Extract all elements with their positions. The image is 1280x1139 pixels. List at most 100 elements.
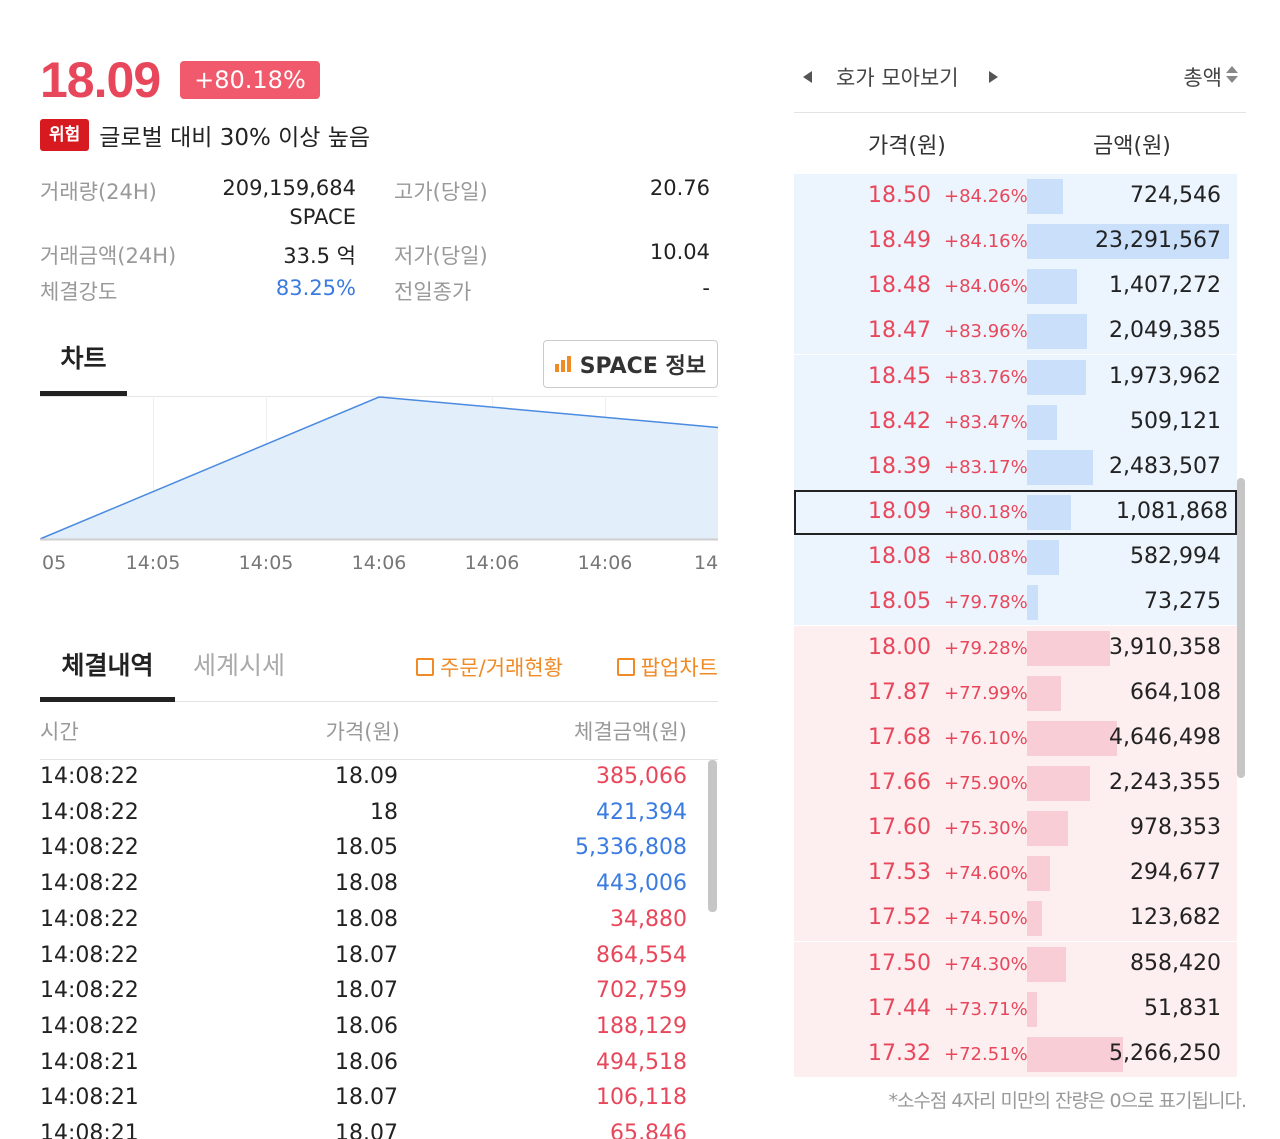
depth-bar xyxy=(1027,946,1066,982)
trade-amount: 864,554 xyxy=(596,942,687,968)
orderbook-change: +73.71% xyxy=(944,998,1028,1020)
tab-world-prices[interactable]: 세계시세 xyxy=(193,651,286,680)
bid-row[interactable]: 17.66 +75.90% 2,243,355 xyxy=(794,760,1237,806)
orderbook-title[interactable]: 호가 모아보기 xyxy=(836,66,959,90)
orderbook-amount: 2,049,385 xyxy=(1109,318,1221,344)
depth-bar xyxy=(1027,404,1057,440)
depth-bar xyxy=(1027,1036,1123,1072)
orderbook-change: +75.30% xyxy=(944,818,1028,840)
caret-right-icon[interactable] xyxy=(989,71,998,83)
chart-price-line xyxy=(40,396,718,540)
chart-area-fill xyxy=(40,397,718,539)
bid-row[interactable]: 17.60 +75.30% 978,353 xyxy=(794,806,1237,852)
sort-total-button[interactable]: 총액 xyxy=(1183,66,1222,90)
bid-row[interactable]: 17.53 +74.60% 294,677 xyxy=(794,851,1237,897)
trade-amount: 443,006 xyxy=(596,871,687,897)
orders-link-label: 주문/거래현황 xyxy=(440,656,563,680)
trade-amount: 702,759 xyxy=(596,978,687,1004)
coin-info-button[interactable]: SPACE 정보 xyxy=(542,340,718,388)
trade-amount: 5,336,808 xyxy=(575,835,687,861)
trade-price: 18.06 xyxy=(335,1049,398,1075)
orderbook-amount: 1,081,868 xyxy=(1116,499,1228,525)
caret-left-icon[interactable] xyxy=(803,71,812,83)
ask-row[interactable]: 18.48 +84.06% 1,407,272 xyxy=(794,264,1237,310)
bid-row[interactable]: 18.00 +79.28% 3,910,358 xyxy=(794,625,1237,671)
trade-price: 18.06 xyxy=(335,1013,398,1039)
orderbook-change: +84.06% xyxy=(944,276,1028,298)
trade-price: 18.08 xyxy=(335,906,398,932)
high-label: 고가(당일) xyxy=(394,180,488,204)
bid-row[interactable]: 17.68 +76.10% 4,646,498 xyxy=(794,715,1237,761)
volume-label: 거래량(24H) xyxy=(40,180,157,204)
trade-price: 18.07 xyxy=(335,978,398,1004)
orderbook-price: 18.05 xyxy=(868,589,931,615)
sort-icon[interactable] xyxy=(1226,66,1238,84)
turnover-value: 33.5 억 xyxy=(283,244,356,268)
trades-scrollbar[interactable] xyxy=(708,760,717,912)
orderbook-scrollbar[interactable] xyxy=(1237,478,1245,778)
chart-x-tick-label: 14:06 xyxy=(352,552,407,574)
trade-time: 14:08:22 xyxy=(40,978,139,1004)
chart-x-tick-label: 14:05 xyxy=(126,552,181,574)
orderbook-amount: 1,973,962 xyxy=(1109,363,1221,389)
orderbook-price: 18.08 xyxy=(868,544,931,570)
orderbook-amount: 3,910,358 xyxy=(1109,634,1221,660)
ask-row[interactable]: 18.42 +83.47% 509,121 xyxy=(794,399,1237,445)
orderbook-change: +80.08% xyxy=(944,547,1028,569)
trade-row: 14:08:21 18.07 106,118 xyxy=(40,1081,690,1117)
ask-row[interactable]: 18.09 +80.18% 1,081,868 xyxy=(794,490,1237,536)
orderbook-price: 17.68 xyxy=(868,724,931,750)
price-chart[interactable]: 05 14:05 14:05 14:06 14:06 14:06 14: xyxy=(40,396,718,586)
chart-x-tick-label: 14:06 xyxy=(578,552,633,574)
bid-row[interactable]: 17.52 +74.50% 123,682 xyxy=(794,896,1237,942)
depth-bar xyxy=(1027,585,1038,621)
trades-list[interactable]: 14:08:22 18.09 385,066 14:08:22 18 421,394 14:… xyxy=(40,760,718,1139)
trade-time: 14:08:21 xyxy=(40,1049,139,1075)
orderbook-amount: 724,546 xyxy=(1130,183,1221,208)
orders-link[interactable]: 주문/거래현황 xyxy=(416,652,563,682)
trades-header-amount: 체결금액(원) xyxy=(574,720,687,744)
depth-bar xyxy=(1027,630,1110,666)
volume-value: 209,159,684 xyxy=(222,176,356,200)
high-value: 20.76 xyxy=(649,176,710,200)
ask-row[interactable]: 18.05 +79.78% 73,275 xyxy=(794,580,1237,626)
window-icon xyxy=(616,658,635,676)
depth-bar xyxy=(1027,991,1037,1027)
tab-trades[interactable]: 체결내역 xyxy=(40,636,175,702)
depth-bar xyxy=(1027,449,1093,485)
turnover-label: 거래금액(24H) xyxy=(40,244,177,268)
orderbook-price: 18.42 xyxy=(868,408,931,434)
report-icon xyxy=(416,658,434,676)
orderbook-amount: 123,682 xyxy=(1130,905,1221,931)
bid-row[interactable]: 17.50 +74.30% 858,420 xyxy=(794,941,1237,987)
depth-bar xyxy=(1027,720,1117,756)
trade-row: 14:08:21 18.07 65,846 xyxy=(40,1117,690,1139)
orderbook-price: 18.50 xyxy=(868,183,931,208)
orderbook-price: 17.60 xyxy=(868,815,931,841)
orderbook-price: 18.09 xyxy=(868,499,931,525)
ask-row[interactable]: 18.08 +80.08% 582,994 xyxy=(794,535,1237,581)
bid-row[interactable]: 17.44 +73.71% 51,831 xyxy=(794,986,1237,1032)
trade-row: 14:08:22 18.06 188,129 xyxy=(40,1010,690,1046)
trade-amount: 188,129 xyxy=(596,1013,687,1039)
ask-row[interactable]: 18.47 +83.96% 2,049,385 xyxy=(794,309,1237,355)
orderbook-toolbar: 호가 모아보기 총액 xyxy=(794,58,1246,108)
ask-row[interactable]: 18.45 +83.76% 1,973,962 xyxy=(794,354,1237,400)
popup-chart-link[interactable]: 팝업차트 xyxy=(616,652,718,682)
ask-row[interactable]: 18.49 +84.16% 23,291,567 xyxy=(794,219,1237,265)
strength-value: 83.25% xyxy=(275,276,356,300)
orderbook-change: +84.16% xyxy=(944,231,1028,253)
tab-chart[interactable]: 차트 xyxy=(40,340,127,396)
depth-bar xyxy=(1027,765,1090,801)
trade-time: 14:08:21 xyxy=(40,1121,139,1139)
ask-row[interactable]: 18.39 +83.17% 2,483,507 xyxy=(794,444,1237,490)
trade-row: 14:08:22 18.05 5,336,808 xyxy=(40,831,690,867)
trade-price: 18.05 xyxy=(335,835,398,861)
ask-row[interactable]: 18.50 +84.26% 724,546 xyxy=(794,174,1237,219)
orderbook-change: +74.30% xyxy=(944,953,1028,975)
trade-time: 14:08:22 xyxy=(40,799,139,825)
trade-price: 18.07 xyxy=(335,1085,398,1111)
orderbook-amount-header: 금액(원) xyxy=(1093,134,1171,159)
bid-row[interactable]: 17.87 +77.99% 664,108 xyxy=(794,670,1237,716)
bid-row[interactable]: 17.32 +72.51% 5,266,250 xyxy=(794,1031,1237,1077)
